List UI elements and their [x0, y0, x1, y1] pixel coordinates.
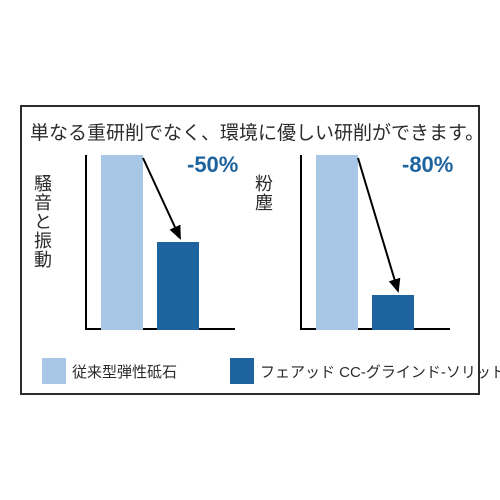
bar-chart: -50%	[85, 155, 235, 330]
legend-swatch	[230, 358, 254, 384]
legend-label: フェアッド CC-グラインド-ソリッド	[260, 361, 500, 382]
figure-canvas: 単なる重研削でなく、環境に優しい研削ができます。騒音と振動 -50% 粉塵 -80% 従…	[0, 0, 500, 500]
y-axis	[85, 155, 87, 330]
headline-text: 単なる重研削でなく、環境に優しい研削ができます。	[30, 118, 484, 145]
legend-label: 従来型弾性砥石	[72, 361, 177, 382]
bar-series-b	[157, 242, 199, 330]
legend-swatch	[42, 358, 66, 384]
reduction-percentage: -80%	[402, 152, 453, 178]
reduction-percentage: -50%	[187, 152, 238, 178]
bar-series-b	[372, 295, 414, 330]
bar-series-a	[101, 155, 143, 330]
legend-item: フェアッド CC-グラインド-ソリッド	[230, 358, 500, 384]
chart-axis-label: 騒音と振動	[34, 175, 52, 269]
bar-chart: -80%	[300, 155, 450, 330]
y-axis	[300, 155, 302, 330]
legend-item: 従来型弾性砥石	[42, 358, 177, 384]
chart-axis-label: 粉塵	[255, 175, 273, 213]
bar-series-a	[316, 155, 358, 330]
